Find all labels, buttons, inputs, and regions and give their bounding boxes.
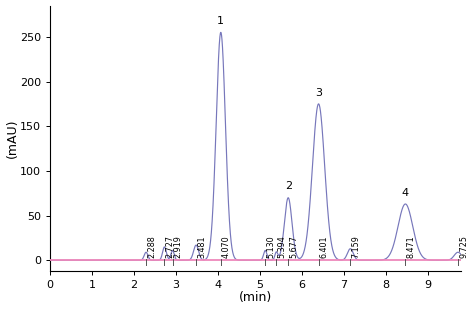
Text: 5.677: 5.677 xyxy=(290,235,299,258)
Text: 5.130: 5.130 xyxy=(266,235,275,258)
Text: 1: 1 xyxy=(217,16,224,26)
Text: 3.481: 3.481 xyxy=(197,235,206,258)
Text: 7.159: 7.159 xyxy=(352,235,361,258)
Text: 2.727: 2.727 xyxy=(166,235,175,258)
Text: 2: 2 xyxy=(285,181,292,192)
X-axis label: (min): (min) xyxy=(239,291,272,304)
Text: 3: 3 xyxy=(315,88,322,98)
Text: 9.725: 9.725 xyxy=(459,235,468,258)
Text: 4.070: 4.070 xyxy=(222,235,231,258)
Text: 4: 4 xyxy=(402,188,409,198)
Text: 2.919: 2.919 xyxy=(174,235,183,258)
Text: 8.471: 8.471 xyxy=(407,235,416,258)
Y-axis label: (mAU): (mAU) xyxy=(6,118,18,158)
Text: 2.288: 2.288 xyxy=(147,235,156,258)
Text: 5.394: 5.394 xyxy=(278,235,287,258)
Text: 6.401: 6.401 xyxy=(320,235,329,258)
